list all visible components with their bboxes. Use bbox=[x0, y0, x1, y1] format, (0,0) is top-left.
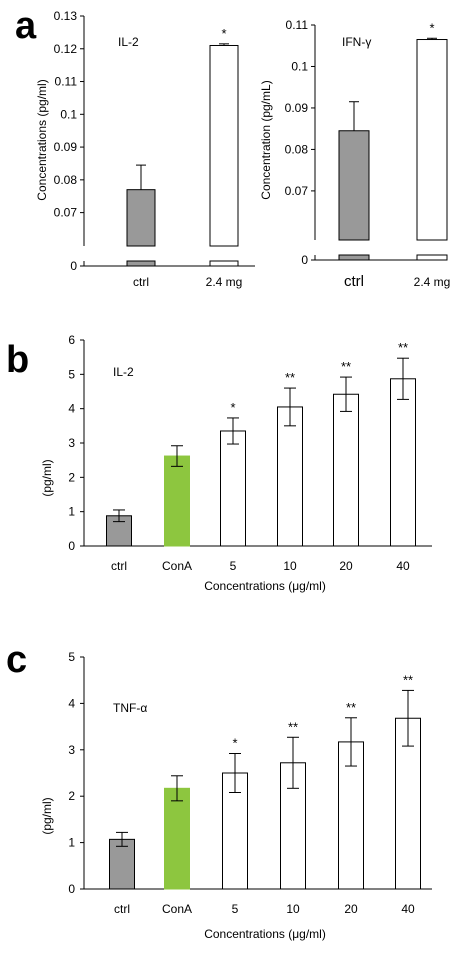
y-tick-label: 4 bbox=[68, 696, 75, 710]
category-label: 2.4 mg bbox=[206, 275, 243, 289]
y-tick-label: 0.08 bbox=[54, 173, 78, 187]
bar-lower bbox=[416, 254, 448, 261]
significance-mark: ** bbox=[398, 340, 408, 355]
y-tick-label: 0 bbox=[301, 253, 308, 267]
y-tick-label: 0.13 bbox=[54, 9, 78, 23]
y-tick-label: 5 bbox=[68, 650, 75, 664]
bar-lower bbox=[338, 254, 370, 261]
y-tick-label: 0.07 bbox=[285, 184, 309, 198]
y-tick-label: 0.08 bbox=[285, 142, 309, 156]
category-label: 40 bbox=[396, 559, 410, 573]
category-label: ctrl bbox=[114, 902, 130, 916]
bar bbox=[277, 406, 303, 547]
y-tick-label: 4 bbox=[68, 402, 75, 416]
y-axis-label: (pg/ml) bbox=[40, 459, 54, 496]
category-label: ConA bbox=[162, 902, 192, 916]
y-tick-label: 0 bbox=[68, 882, 75, 896]
chart-title: IFN-γ bbox=[342, 35, 371, 49]
significance-mark: ** bbox=[403, 672, 413, 687]
panel-label: c bbox=[6, 639, 27, 681]
x-axis-label: Concentrations (μg/ml) bbox=[204, 927, 326, 941]
significance-mark: * bbox=[230, 400, 235, 415]
chart-title: IL-2 bbox=[118, 35, 139, 49]
bar bbox=[164, 455, 190, 547]
significance-mark: ** bbox=[288, 719, 298, 734]
bar bbox=[395, 717, 421, 890]
bar-upper bbox=[416, 39, 448, 241]
chart-title: IL-2 bbox=[113, 365, 134, 379]
category-label: 10 bbox=[286, 902, 300, 916]
category-label: 5 bbox=[230, 559, 237, 573]
category-label: 40 bbox=[401, 902, 415, 916]
x-axis-label: Concentrations (μg/ml) bbox=[204, 579, 326, 593]
chart-title: TNF-α bbox=[113, 701, 147, 715]
panel-label: a bbox=[15, 5, 37, 47]
y-tick-label: 3 bbox=[68, 743, 75, 757]
bar-lower bbox=[126, 260, 156, 267]
bar bbox=[220, 430, 246, 547]
y-tick-label: 0.07 bbox=[54, 206, 78, 220]
category-label: 20 bbox=[339, 559, 353, 573]
y-tick-label: 0.1 bbox=[60, 107, 77, 121]
bar-upper bbox=[338, 130, 370, 241]
category-label: 10 bbox=[283, 559, 297, 573]
y-tick-label: 3 bbox=[68, 436, 75, 450]
category-label: 20 bbox=[344, 902, 358, 916]
y-tick-label: 5 bbox=[68, 367, 75, 381]
significance-mark: ** bbox=[341, 359, 351, 374]
significance-mark: * bbox=[221, 26, 226, 41]
bar-lower bbox=[209, 260, 239, 267]
bar-upper bbox=[209, 44, 239, 247]
y-tick-label: 6 bbox=[68, 333, 75, 347]
y-tick-label: 0.09 bbox=[54, 140, 78, 154]
bar bbox=[390, 378, 416, 547]
significance-mark: ** bbox=[346, 700, 356, 715]
panel-label: b bbox=[6, 339, 29, 381]
y-tick-label: 2 bbox=[68, 470, 75, 484]
y-tick-label: 0.11 bbox=[55, 75, 78, 89]
y-axis-label: Concentration (pg/mL) bbox=[259, 80, 273, 199]
significance-mark: * bbox=[232, 736, 237, 751]
y-tick-label: 0.1 bbox=[291, 59, 308, 73]
y-tick-label: 0 bbox=[70, 259, 77, 273]
y-tick-label: 1 bbox=[68, 505, 75, 519]
y-tick-label: 0 bbox=[68, 539, 75, 553]
category-label: 2.4 mg bbox=[414, 275, 450, 289]
category-label: ctrl bbox=[133, 275, 149, 289]
y-axis-label: (pg/ml) bbox=[40, 797, 54, 834]
category-label: 5 bbox=[232, 902, 239, 916]
y-tick-label: 0.11 bbox=[286, 18, 309, 32]
y-tick-label: 0.12 bbox=[54, 42, 78, 56]
bar bbox=[333, 393, 359, 547]
category-label: ctrl bbox=[344, 273, 364, 290]
significance-mark: * bbox=[429, 20, 434, 35]
significance-mark: ** bbox=[285, 370, 295, 385]
category-label: ctrl bbox=[111, 559, 127, 573]
y-axis-label: Concentrations (pg/ml) bbox=[35, 79, 49, 200]
y-tick-label: 0.09 bbox=[285, 101, 309, 115]
y-tick-label: 2 bbox=[68, 789, 75, 803]
category-label: ConA bbox=[162, 559, 192, 573]
y-tick-label: 1 bbox=[68, 836, 75, 850]
bar bbox=[164, 787, 190, 890]
bar-upper bbox=[126, 189, 156, 247]
